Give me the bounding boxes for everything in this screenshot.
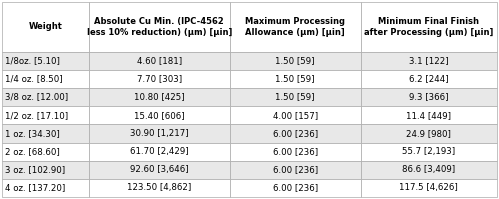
Text: Weight: Weight bbox=[29, 22, 63, 31]
Bar bbox=[361, 106, 497, 124]
Bar bbox=[89, 88, 230, 106]
Text: 6.00 [236]: 6.00 [236] bbox=[272, 129, 318, 138]
Text: 1/2 oz. [17.10]: 1/2 oz. [17.10] bbox=[5, 111, 69, 120]
Text: 1.50 [59]: 1.50 [59] bbox=[275, 56, 315, 65]
Bar bbox=[361, 161, 497, 179]
Text: 7.70 [303]: 7.70 [303] bbox=[137, 74, 182, 83]
Text: 4.60 [181]: 4.60 [181] bbox=[137, 56, 182, 65]
Text: 2 oz. [68.60]: 2 oz. [68.60] bbox=[5, 147, 60, 156]
Bar bbox=[230, 52, 361, 70]
Bar bbox=[2, 179, 89, 197]
Text: 3 oz. [102.90]: 3 oz. [102.90] bbox=[5, 165, 65, 174]
Text: 24.9 [980]: 24.9 [980] bbox=[406, 129, 451, 138]
Text: 1 oz. [34.30]: 1 oz. [34.30] bbox=[5, 129, 60, 138]
Text: 61.70 [2,429]: 61.70 [2,429] bbox=[130, 147, 189, 156]
Bar bbox=[230, 70, 361, 88]
Bar bbox=[230, 2, 361, 52]
Text: 6.00 [236]: 6.00 [236] bbox=[272, 147, 318, 156]
Bar bbox=[230, 179, 361, 197]
Bar bbox=[361, 70, 497, 88]
Bar bbox=[89, 106, 230, 124]
Bar bbox=[2, 2, 89, 52]
Bar bbox=[2, 161, 89, 179]
Bar bbox=[230, 88, 361, 106]
Bar bbox=[2, 106, 89, 124]
Bar bbox=[230, 142, 361, 161]
Text: 10.80 [425]: 10.80 [425] bbox=[134, 93, 185, 102]
Bar bbox=[89, 142, 230, 161]
Text: 11.4 [449]: 11.4 [449] bbox=[406, 111, 451, 120]
Text: 6.00 [236]: 6.00 [236] bbox=[272, 183, 318, 192]
Text: 117.5 [4,626]: 117.5 [4,626] bbox=[399, 183, 458, 192]
Text: 1.50 [59]: 1.50 [59] bbox=[275, 74, 315, 83]
Bar bbox=[2, 52, 89, 70]
Bar bbox=[361, 2, 497, 52]
Text: 9.3 [366]: 9.3 [366] bbox=[409, 93, 448, 102]
Text: 4.00 [157]: 4.00 [157] bbox=[272, 111, 318, 120]
Bar bbox=[361, 88, 497, 106]
Text: 3.1 [122]: 3.1 [122] bbox=[409, 56, 449, 65]
Bar bbox=[2, 124, 89, 142]
Bar bbox=[89, 161, 230, 179]
Bar bbox=[230, 124, 361, 142]
Text: 1.50 [59]: 1.50 [59] bbox=[275, 93, 315, 102]
Bar bbox=[2, 88, 89, 106]
Bar bbox=[89, 2, 230, 52]
Bar bbox=[2, 70, 89, 88]
Bar bbox=[2, 142, 89, 161]
Text: Absolute Cu Min. (IPC-4562
less 10% reduction) (μm) [μin]: Absolute Cu Min. (IPC-4562 less 10% redu… bbox=[87, 17, 232, 37]
Text: 86.6 [3,409]: 86.6 [3,409] bbox=[402, 165, 455, 174]
Text: Maximum Processing
Allowance (μm) [μin]: Maximum Processing Allowance (μm) [μin] bbox=[245, 17, 345, 37]
Bar bbox=[361, 52, 497, 70]
Text: 1/8oz. [5.10]: 1/8oz. [5.10] bbox=[5, 56, 60, 65]
Text: 4 oz. [137.20]: 4 oz. [137.20] bbox=[5, 183, 66, 192]
Bar bbox=[89, 124, 230, 142]
Bar bbox=[89, 52, 230, 70]
Text: Minimum Final Finish
after Processing (μm) [μin]: Minimum Final Finish after Processing (μ… bbox=[364, 17, 494, 37]
Text: 123.50 [4,862]: 123.50 [4,862] bbox=[127, 183, 192, 192]
Bar bbox=[89, 179, 230, 197]
Bar bbox=[361, 179, 497, 197]
Text: 1/4 oz. [8.50]: 1/4 oz. [8.50] bbox=[5, 74, 63, 83]
Text: 15.40 [606]: 15.40 [606] bbox=[134, 111, 185, 120]
Bar bbox=[230, 106, 361, 124]
Text: 92.60 [3,646]: 92.60 [3,646] bbox=[130, 165, 189, 174]
Bar bbox=[361, 142, 497, 161]
Bar bbox=[89, 70, 230, 88]
Text: 6.2 [244]: 6.2 [244] bbox=[409, 74, 449, 83]
Bar bbox=[230, 161, 361, 179]
Text: 3/8 oz. [12.00]: 3/8 oz. [12.00] bbox=[5, 93, 69, 102]
Text: 55.7 [2,193]: 55.7 [2,193] bbox=[402, 147, 455, 156]
Bar bbox=[361, 124, 497, 142]
Text: 6.00 [236]: 6.00 [236] bbox=[272, 165, 318, 174]
Text: 30.90 [1,217]: 30.90 [1,217] bbox=[130, 129, 189, 138]
